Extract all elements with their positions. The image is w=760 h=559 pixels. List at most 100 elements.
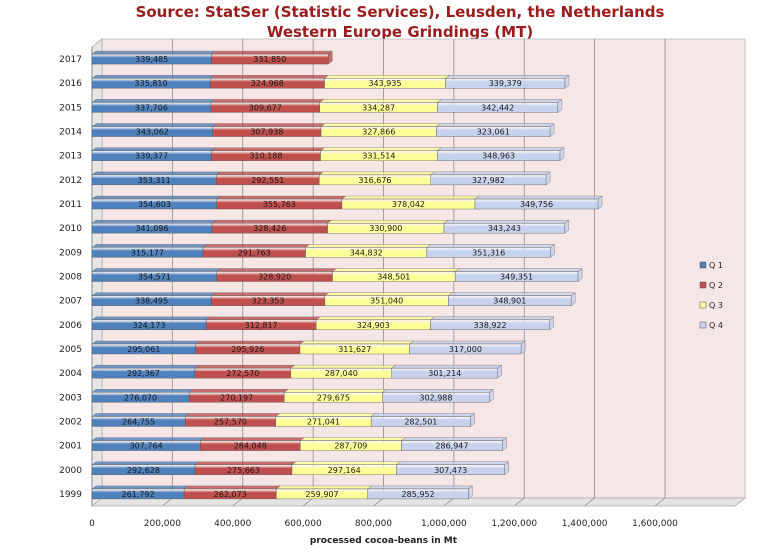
data-label: 335,810 xyxy=(135,79,168,88)
y-tick-label: 2011 xyxy=(59,200,82,210)
bar-top-face xyxy=(183,485,281,490)
legend-swatch xyxy=(699,301,707,309)
data-label: 310,188 xyxy=(249,152,282,161)
data-label: 279,675 xyxy=(317,393,350,402)
data-label: 307,764 xyxy=(130,442,163,451)
data-label: 327,982 xyxy=(472,176,505,185)
bar-top-face xyxy=(319,147,442,151)
x-tick-label: 400,000 xyxy=(214,519,251,529)
bar-top-face xyxy=(91,268,222,272)
data-label: 270,197 xyxy=(220,393,253,402)
chart-title-block: Source: StatSer (Statistic Services), Le… xyxy=(0,2,760,42)
data-label: 328,426 xyxy=(253,224,286,233)
data-label: 354,603 xyxy=(138,200,171,209)
bar-top-face xyxy=(436,147,565,151)
data-label: 355,763 xyxy=(263,200,296,209)
data-label: 343,935 xyxy=(368,79,401,88)
bar-top-face xyxy=(391,364,503,369)
bar-top-face xyxy=(429,316,555,321)
x-tick-label: 600,000 xyxy=(285,519,322,529)
bar-top-face xyxy=(318,171,436,176)
y-tick-label: 2003 xyxy=(59,393,82,403)
bar-top-face xyxy=(184,413,281,417)
y-tick-label: 2005 xyxy=(59,345,82,355)
data-label: 323,061 xyxy=(477,128,510,137)
data-label: 343,243 xyxy=(488,224,521,233)
data-label: 261,792 xyxy=(122,490,155,499)
x-tick-label: 1,600,000 xyxy=(632,519,678,529)
bar-top-face xyxy=(91,364,200,369)
data-label: 301,214 xyxy=(428,369,461,378)
bar-end-cap xyxy=(549,123,555,137)
bar-top-face xyxy=(474,195,603,200)
data-label: 285,952 xyxy=(402,490,435,499)
bar-end-cap xyxy=(328,50,333,65)
bar-top-face xyxy=(283,389,388,393)
y-tick-label: 2004 xyxy=(59,369,82,379)
bar-end-cap xyxy=(564,74,570,89)
y-tick-label: 2007 xyxy=(59,297,82,307)
data-label: 348,501 xyxy=(377,273,410,282)
bar-top-face xyxy=(91,123,218,127)
bar-top-face xyxy=(199,437,305,441)
legend-label: Q 4 xyxy=(709,321,723,330)
y-tick-label: 2008 xyxy=(59,273,82,283)
data-label: 344,832 xyxy=(350,248,383,257)
bar-top-face xyxy=(331,268,460,272)
data-label: 307,938 xyxy=(250,128,283,137)
bar-top-face xyxy=(275,485,373,490)
data-label: 271,041 xyxy=(307,417,340,426)
bar-top-face xyxy=(443,219,570,224)
bar-end-cap xyxy=(577,268,583,282)
data-label: 343,062 xyxy=(136,128,169,137)
data-label: 349,756 xyxy=(520,200,553,209)
bar-end-cap xyxy=(559,147,565,162)
bar-top-face xyxy=(210,292,330,296)
bar-top-face xyxy=(409,340,526,345)
data-label: 327,866 xyxy=(362,128,395,137)
bar-top-face xyxy=(447,292,576,296)
bar-top-face xyxy=(290,364,397,369)
gridline-floor xyxy=(443,497,455,507)
bar-top-face xyxy=(91,244,208,248)
data-label: 295,061 xyxy=(127,345,160,354)
bar-end-cap xyxy=(489,388,494,403)
bar-top-face xyxy=(326,219,449,224)
data-label: 334,287 xyxy=(362,103,395,112)
bar-end-cap xyxy=(545,171,551,186)
y-tick-label: 2012 xyxy=(59,176,82,186)
y-tick-label: 2010 xyxy=(59,224,82,234)
bar-top-face xyxy=(210,50,333,55)
x-tick-label: 200,000 xyxy=(144,519,181,529)
y-tick-label: 2016 xyxy=(59,79,82,89)
bar-end-cap xyxy=(497,364,502,379)
data-label: 287,040 xyxy=(325,369,358,378)
bar-end-cap xyxy=(564,219,570,234)
y-tick-label: 1999 xyxy=(59,490,82,500)
bar-top-face xyxy=(299,340,415,345)
gridline-floor xyxy=(584,497,595,507)
bar-top-face xyxy=(454,268,583,272)
data-label: 348,963 xyxy=(482,152,515,161)
bar-top-face xyxy=(435,123,555,127)
chart-title-source: Source: StatSer (Statistic Services), Le… xyxy=(135,3,665,21)
data-label: 348,901 xyxy=(493,297,526,306)
bar-top-face xyxy=(205,316,321,321)
y-tick-label: 2014 xyxy=(59,128,82,138)
gridline-floor xyxy=(654,497,666,507)
legend-swatch xyxy=(699,281,707,289)
bar-top-face xyxy=(91,171,221,176)
data-label: 295,926 xyxy=(231,345,264,354)
legend-label: Q 3 xyxy=(709,301,723,310)
bar-top-face xyxy=(210,147,326,151)
data-label: 317,000 xyxy=(449,345,482,354)
bar-end-cap xyxy=(502,437,507,452)
bar-top-face xyxy=(194,364,296,369)
bar-top-face xyxy=(91,340,201,345)
bar-top-face xyxy=(341,195,480,200)
gridline-floor xyxy=(232,497,243,507)
bar-top-face xyxy=(202,244,311,248)
bar-top-face xyxy=(91,316,211,321)
bar-top-face xyxy=(91,195,222,200)
